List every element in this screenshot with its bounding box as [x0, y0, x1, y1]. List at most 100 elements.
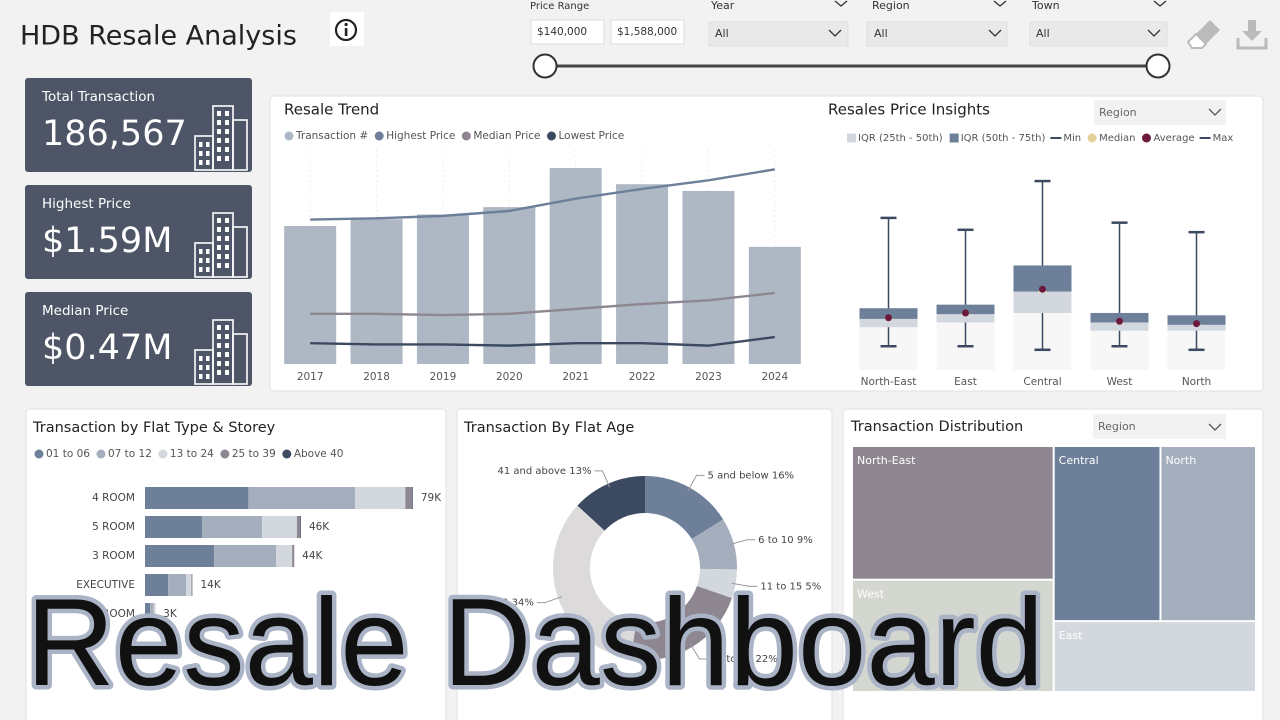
- window: [206, 249, 210, 254]
- region-dropdown[interactable]: [1094, 100, 1226, 125]
- slice-label: 16 to 25 22%: [710, 654, 777, 665]
- window: [225, 263, 229, 268]
- chevron[interactable]: [828, 29, 842, 37]
- window: [217, 334, 221, 339]
- bar-segment: [412, 487, 413, 509]
- year-dropdown[interactable]: [708, 21, 849, 47]
- bar: [483, 207, 536, 364]
- legend-label: Max: [1213, 133, 1234, 144]
- price-slider-thumb[interactable]: [1145, 53, 1171, 79]
- chevron[interactable]: [993, 0, 1007, 7]
- total-label: 46K: [309, 521, 330, 533]
- region-dropdown[interactable]: [1093, 414, 1226, 439]
- tile-label: North: [1165, 454, 1196, 467]
- kpi-value: $0.47M: [42, 328, 172, 368]
- line: [310, 168, 776, 221]
- treemap-tile: [853, 580, 1053, 691]
- legend-marker: [847, 133, 856, 143]
- info-icon-dot: [344, 22, 348, 27]
- dropdown-value: All: [1036, 27, 1050, 40]
- chevron[interactable]: [1208, 108, 1222, 116]
- bar: [416, 214, 469, 364]
- chevron[interactable]: [1153, 0, 1167, 7]
- region-dropdown[interactable]: [866, 21, 1008, 47]
- bar-segment: [145, 574, 169, 596]
- window: [217, 263, 221, 268]
- window: [225, 111, 229, 116]
- slice-label: 11 to 15 5%: [760, 581, 821, 592]
- clear-filters-icon[interactable]: [1186, 20, 1220, 49]
- window: [217, 129, 221, 134]
- x-tick-label: North: [1182, 376, 1211, 388]
- window: [225, 156, 229, 161]
- window: [217, 352, 221, 357]
- dropdown-value: All: [874, 27, 888, 40]
- town-dropdown[interactable]: [1029, 21, 1168, 47]
- slice-value: 16%: [772, 470, 794, 481]
- window: [206, 258, 210, 263]
- window: [217, 254, 221, 259]
- info-icon[interactable]: [334, 18, 358, 42]
- bar-segment: [201, 516, 262, 538]
- legend-label: 01 to 06: [46, 448, 90, 460]
- window: [225, 227, 229, 232]
- treemap-tile: [1054, 622, 1255, 691]
- window: [225, 254, 229, 259]
- donut-slice: [691, 519, 737, 570]
- legend-label: 13 to 24: [170, 448, 214, 460]
- bar: [616, 184, 669, 364]
- window: [199, 160, 203, 165]
- chart-title: Resales Price Insights: [828, 101, 990, 119]
- bar-segment: [153, 603, 155, 625]
- window: [199, 258, 203, 263]
- leader-line: [687, 474, 705, 492]
- y-tick-label: 5 ROOM: [92, 521, 135, 533]
- bar-segment: [150, 603, 154, 625]
- chevron[interactable]: [1147, 29, 1161, 37]
- legend-marker: [949, 133, 959, 143]
- chevron[interactable]: [1208, 423, 1222, 431]
- leader-line: [729, 539, 756, 546]
- price-max-box[interactable]: [610, 19, 685, 45]
- window: [225, 245, 229, 250]
- window: [217, 236, 221, 241]
- eraser-body: [1196, 20, 1220, 44]
- x-tick-label: 2023: [695, 371, 722, 383]
- box-upper: [936, 304, 995, 315]
- tile-label: East: [1059, 629, 1083, 642]
- chart-title: Transaction By Flat Age: [463, 420, 634, 436]
- kpi-value: $1.59M: [42, 221, 172, 261]
- slice-category: 41 and above: [498, 466, 567, 477]
- window: [217, 138, 221, 143]
- price-min-box[interactable]: [530, 19, 605, 45]
- window: [225, 147, 229, 152]
- x-tick-label: 2017: [297, 371, 324, 383]
- panel-flat-age: [456, 408, 833, 720]
- x-tick-label: 2021: [562, 371, 589, 383]
- total-label: 14K: [200, 579, 221, 591]
- window: [217, 227, 221, 232]
- download-icon[interactable]: [1236, 20, 1268, 50]
- box-upper: [1167, 315, 1226, 325]
- legend-label: Above 40: [294, 448, 344, 460]
- bar-segment: [168, 574, 187, 596]
- bar-segment: [145, 603, 151, 625]
- legend-label: Highest Price: [386, 130, 455, 142]
- slice-value: 9%: [797, 535, 813, 546]
- window: [199, 374, 203, 379]
- x-tick-label: 2020: [496, 371, 523, 383]
- building: [194, 349, 214, 385]
- download-stem: [1248, 20, 1256, 32]
- chevron[interactable]: [834, 0, 848, 7]
- dropdown-value: Region: [1099, 106, 1137, 119]
- window: [199, 151, 203, 156]
- download-tray: [1236, 38, 1268, 50]
- bar-segment: [214, 545, 277, 567]
- leader-line: [731, 582, 758, 587]
- window: [217, 361, 221, 366]
- price-slider-thumb[interactable]: [532, 53, 558, 79]
- y-tick-label: EXECUTIVE: [76, 579, 135, 591]
- info-icon-stem: [344, 28, 348, 36]
- slice-category: 16 to 25: [710, 654, 752, 665]
- chevron[interactable]: [988, 29, 1002, 37]
